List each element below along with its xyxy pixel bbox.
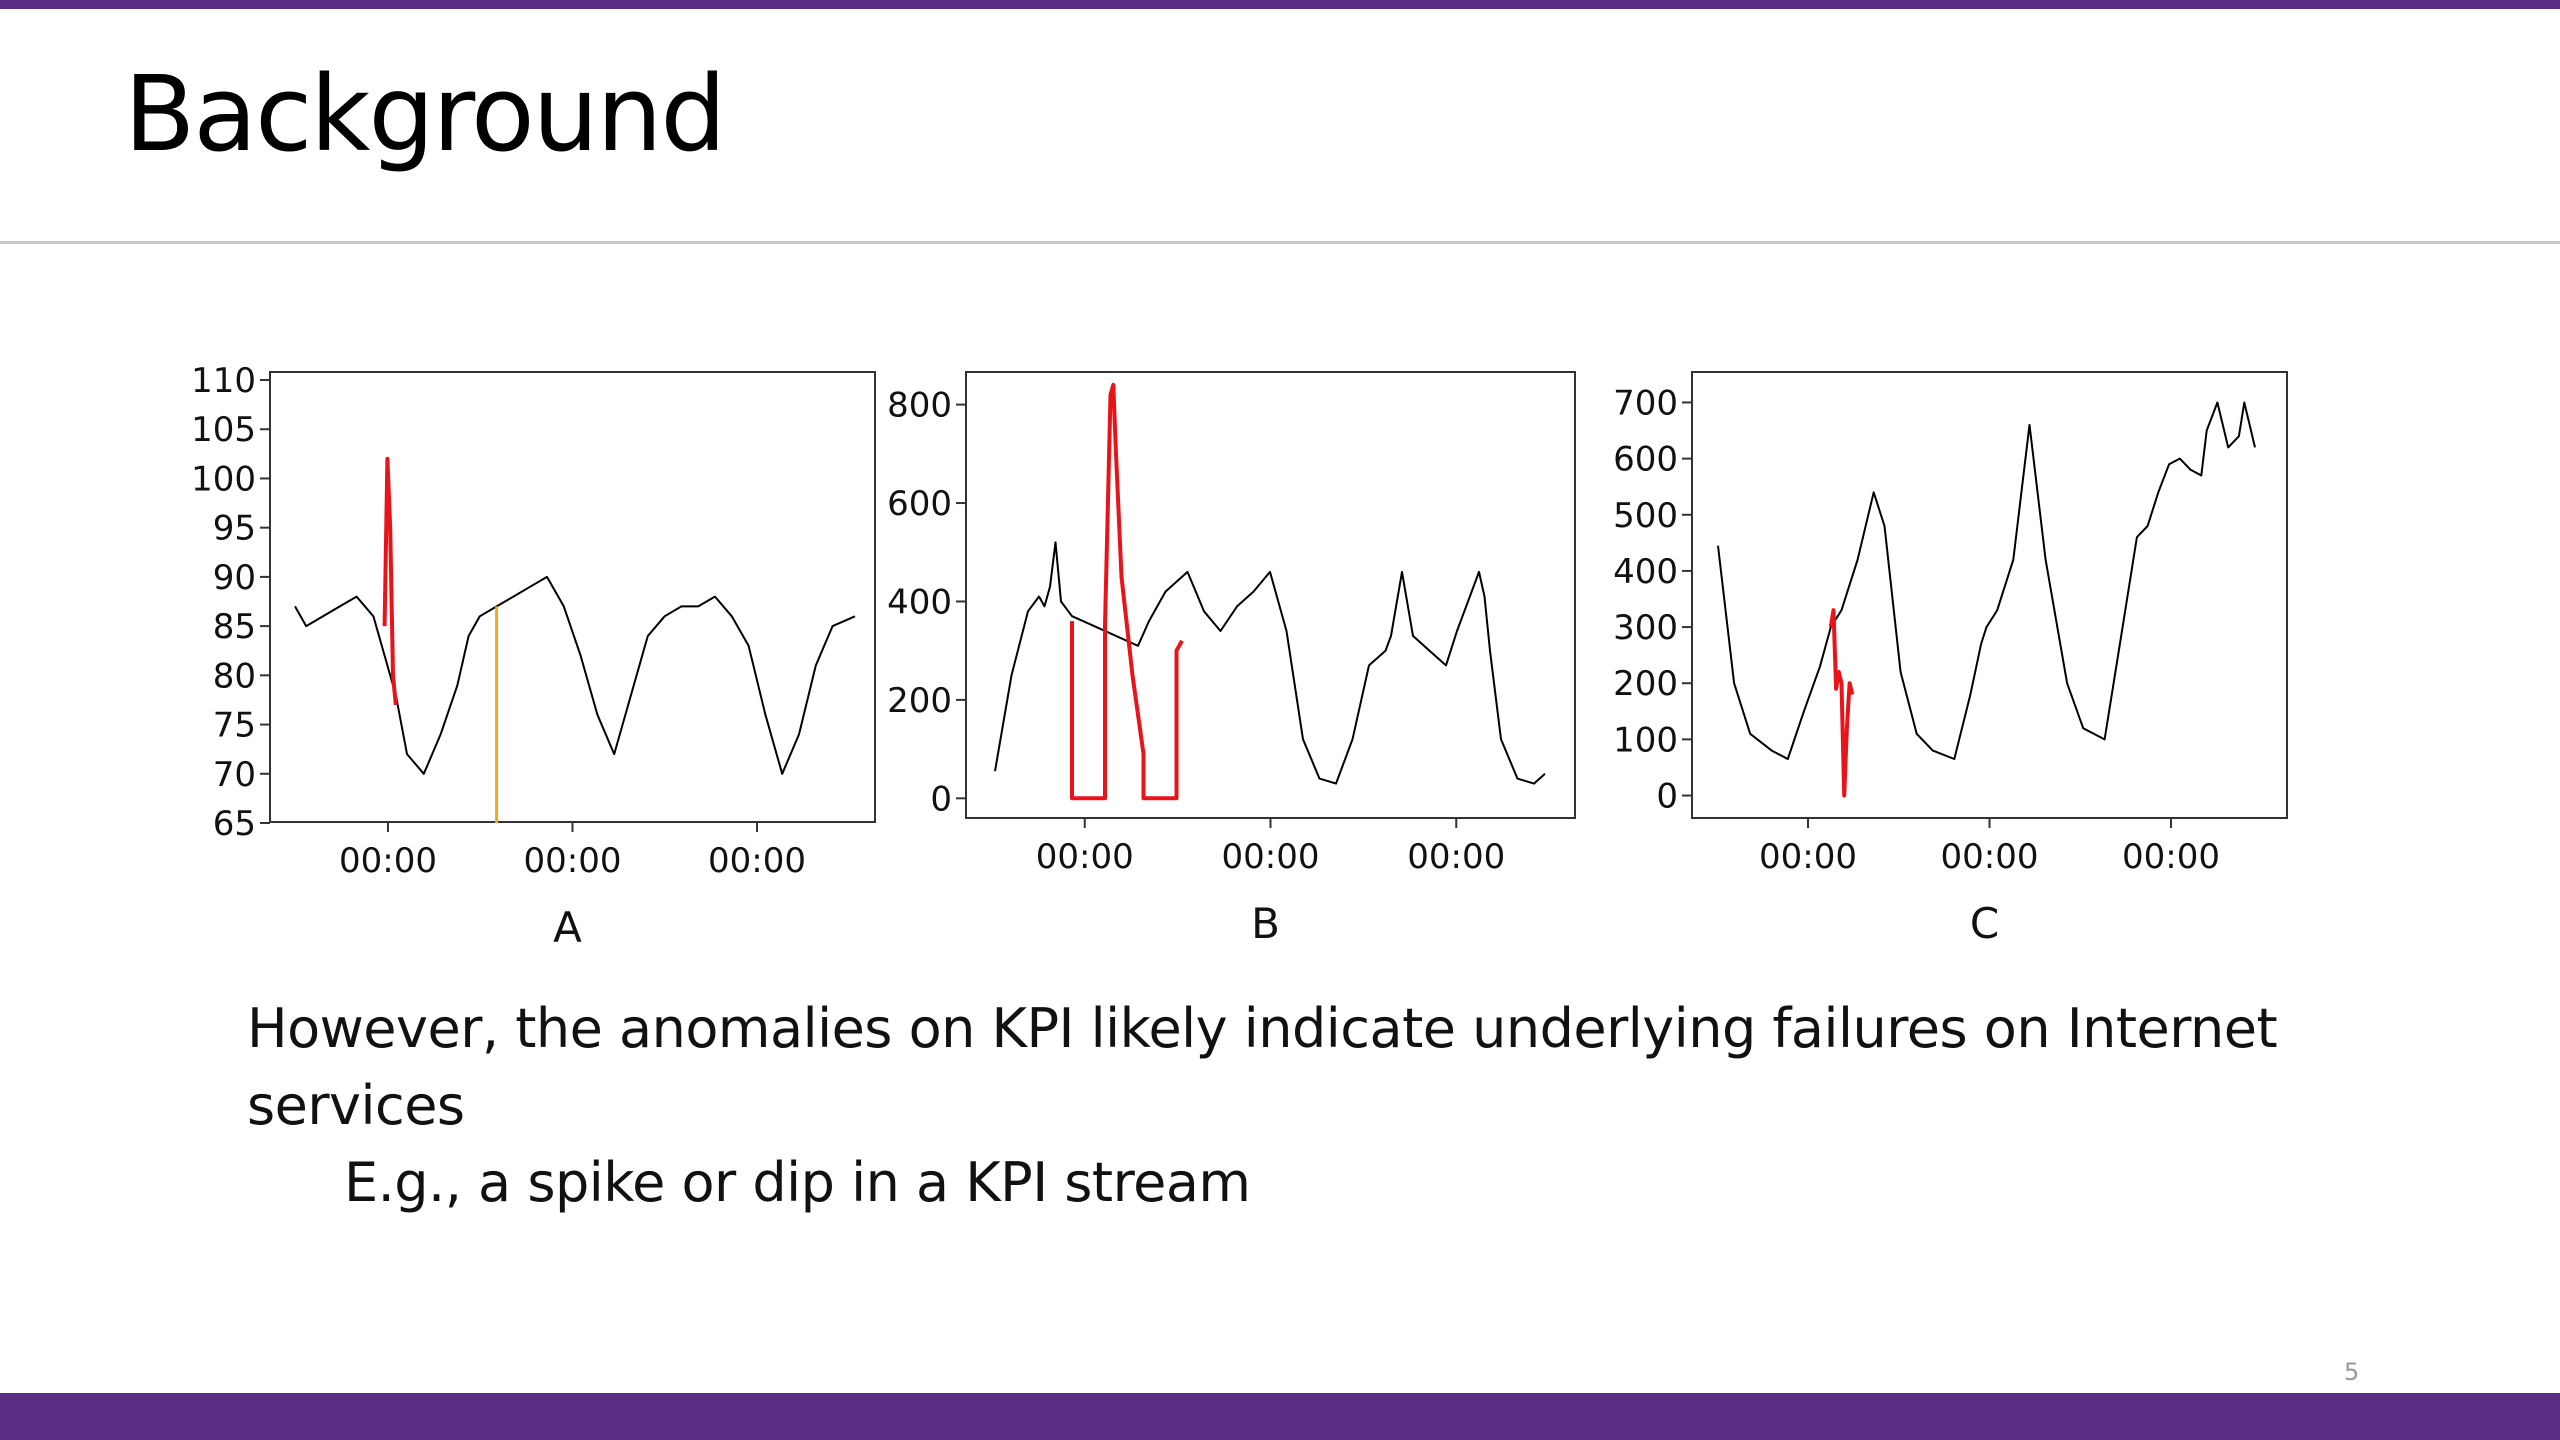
y-tick-label: 65 [213, 804, 256, 844]
x-tick-label: 00:00 [1759, 837, 1857, 877]
x-tick-label: 00:00 [1941, 837, 2039, 877]
y-tick-label: 400 [1613, 552, 1678, 592]
y-tick-label: 100 [1613, 720, 1678, 760]
y-tick-label: 70 [213, 755, 256, 795]
bullet-2: E.g., a spike or dip in a KPI stream [344, 1151, 1251, 1214]
bottom-accent-bar [0, 1393, 2560, 1440]
y-tick-label: 100 [191, 459, 256, 499]
y-tick-label: 80 [213, 656, 256, 696]
chart-b: 0 200 400 600 800 00:00 00:00 00:00 B [887, 371, 1576, 948]
y-tick-label: 105 [191, 410, 256, 450]
top-accent-bar [0, 0, 2560, 9]
y-tick-label: 200 [887, 681, 952, 721]
y-tick-label: 85 [213, 607, 256, 647]
normal-series-line [294, 575, 856, 775]
y-tick-label: 0 [1656, 777, 1678, 817]
x-tick-label: 00:00 [524, 841, 622, 881]
plot-frame [269, 371, 876, 823]
page-number: 5 [2344, 1358, 2360, 1386]
y-tick-label: 95 [213, 509, 256, 549]
y-tick-label: 800 [887, 386, 952, 426]
y-tick-label: 90 [213, 558, 256, 598]
normal-series-line [994, 541, 1546, 785]
y-tick-label: 700 [1613, 383, 1678, 423]
y-tick-label: 400 [887, 582, 952, 622]
y-tick-label: 200 [1613, 664, 1678, 704]
normal-series-line [1717, 401, 2256, 760]
y-tick-label: 110 [191, 361, 256, 401]
bullet-1: However, the anomalies on KPI likely ind… [247, 997, 2278, 1137]
x-tick-label: 00:00 [1222, 837, 1320, 877]
anomaly-segment [1070, 382, 1184, 801]
plot-frame [1691, 371, 2288, 819]
x-tick-label: 00:00 [2122, 837, 2220, 877]
chart-caption: A [553, 903, 582, 952]
chart-caption: C [1970, 899, 1999, 948]
x-tick-label: 00:00 [1407, 837, 1505, 877]
title-divider [0, 241, 2560, 244]
slide-body: However, the anomalies on KPI likely ind… [247, 990, 2347, 1221]
y-tick-label: 600 [887, 484, 952, 524]
chart-a: 65 70 75 80 85 90 95 100 105 110 00:00 00:00 00:00 A [191, 361, 876, 952]
y-tick-label: 0 [930, 779, 952, 819]
x-tick-label: 00:00 [1036, 837, 1134, 877]
chart-caption: B [1251, 899, 1280, 948]
y-tick-label: 600 [1613, 440, 1678, 480]
y-tick-label: 75 [213, 706, 256, 746]
x-tick-label: 00:00 [339, 841, 437, 881]
y-tick-label: 300 [1613, 608, 1678, 648]
chart-c: 0 100 200 300 400 500 600 700 00:00 00:00 00:00 C [1613, 371, 2288, 948]
x-tick-label: 00:00 [708, 841, 806, 881]
slide-title: Background [124, 53, 726, 175]
y-tick-label: 500 [1613, 496, 1678, 536]
anomaly-segment [1828, 608, 1855, 798]
anomaly-segment [382, 456, 398, 706]
